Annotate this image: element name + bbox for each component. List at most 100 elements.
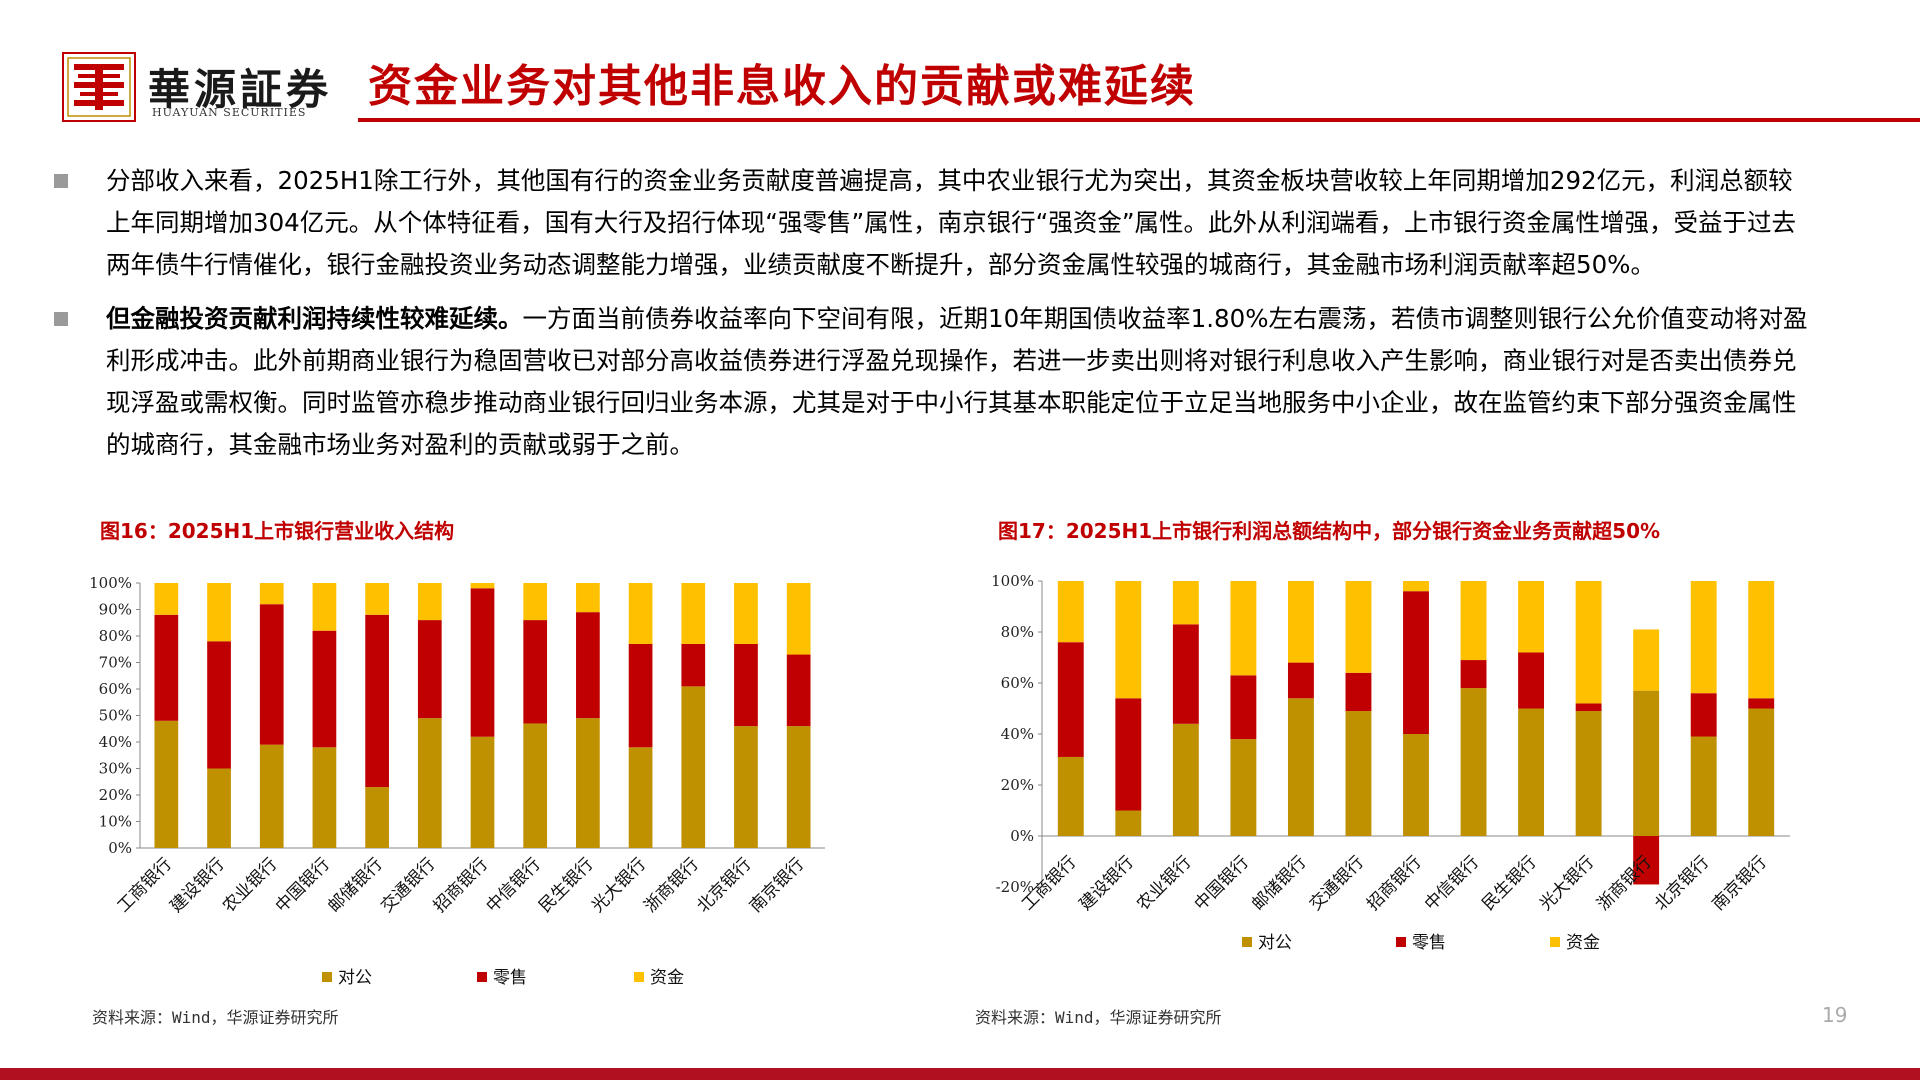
y-tick-label: 10% xyxy=(99,813,132,831)
bar-segment xyxy=(1230,675,1257,740)
x-category-label: 中国银行 xyxy=(272,854,334,916)
y-tick-label: 20% xyxy=(1001,776,1034,794)
y-tick-label: 80% xyxy=(99,627,132,645)
x-category-label: 建设银行 xyxy=(166,854,228,916)
bar-segment xyxy=(681,583,706,644)
bullet-item: 分部收入来看，2025H1除工行外，其他国有行的资金业务贡献度普遍提高，其中农业… xyxy=(50,160,1810,286)
x-category-label: 南京银行 xyxy=(1709,852,1771,914)
bar-segment xyxy=(365,583,389,615)
bar-segment xyxy=(576,718,600,848)
bar-segment xyxy=(681,686,706,848)
bar-segment xyxy=(1633,690,1660,836)
legend-swatch xyxy=(477,972,487,982)
bar-segment xyxy=(576,583,600,613)
x-category-label: 交通银行 xyxy=(1306,852,1368,914)
slide-title: 资金业务对其他非息收入的贡献或难延续 xyxy=(368,61,1196,112)
bar-segment xyxy=(154,720,179,848)
y-tick-label: 50% xyxy=(99,707,132,725)
legend-swatch xyxy=(1550,937,1560,947)
legend-label: 资金 xyxy=(650,968,684,988)
bar-segment xyxy=(1518,652,1545,709)
bar-segment xyxy=(1057,756,1084,836)
y-tick-label: 100% xyxy=(89,574,132,592)
bar-segment xyxy=(365,614,389,788)
y-tick-label: 100% xyxy=(991,572,1034,590)
bar-segment xyxy=(628,583,653,644)
bar-segment xyxy=(1748,581,1775,699)
bar-segment xyxy=(259,604,284,745)
legend-swatch xyxy=(322,972,332,982)
bar-segment xyxy=(1460,581,1487,661)
x-category-label: 光大银行 xyxy=(588,854,650,916)
bullet-text: 一方面当前债券收益率向下空间有限，近期10年期国债收益率1.80%左右震荡，若债… xyxy=(106,304,1808,459)
y-tick-label: 90% xyxy=(99,601,132,619)
bar-segment xyxy=(1172,723,1199,836)
x-category-label: 中国银行 xyxy=(1191,852,1253,914)
figure-16-title: 图16：2025H1上市银行营业收入结构 xyxy=(100,519,455,543)
bar-segment xyxy=(786,654,811,727)
legend-swatch xyxy=(634,972,644,982)
bar-segment xyxy=(576,612,600,719)
x-category-label: 邮储银行 xyxy=(324,854,386,916)
bar-segment xyxy=(365,787,389,848)
header-divider xyxy=(358,118,1920,122)
bar-segment xyxy=(417,718,442,848)
bar-segment xyxy=(628,747,653,848)
bar-segment xyxy=(1230,581,1257,676)
x-category-label: 邮储银行 xyxy=(1248,852,1310,914)
logo-chinese-name: 華源証券 xyxy=(148,65,333,114)
legend-swatch xyxy=(1242,937,1252,947)
bar-segment xyxy=(523,723,548,848)
bar-segment xyxy=(1345,581,1372,673)
bar-segment xyxy=(1345,711,1372,836)
bar-segment xyxy=(1633,836,1660,885)
bar-segment xyxy=(1115,698,1142,811)
bar-segment xyxy=(1575,703,1602,712)
bar-segment xyxy=(1230,739,1257,836)
bar-segment xyxy=(1403,581,1429,592)
bar-segment xyxy=(734,726,758,848)
bar-segment xyxy=(734,583,758,644)
x-category-label: 农业银行 xyxy=(1133,852,1195,914)
bar-segment xyxy=(1748,698,1775,709)
bar-segment xyxy=(312,583,337,631)
bar-segment xyxy=(1287,662,1314,699)
square-bullet-icon xyxy=(54,312,68,326)
bar-segment xyxy=(259,583,284,605)
bar-segment xyxy=(312,630,337,748)
y-tick-label: 60% xyxy=(1001,674,1034,692)
x-category-label: 招商银行 xyxy=(430,854,492,916)
bar-segment xyxy=(1518,708,1545,836)
bar-segment xyxy=(470,588,495,737)
bar-segment xyxy=(1690,693,1717,737)
x-category-label: 农业银行 xyxy=(219,854,281,916)
huayuan-logo-icon xyxy=(62,52,136,122)
bar-segment xyxy=(207,641,231,769)
bullet-text: 分部收入来看，2025H1除工行外，其他国有行的资金业务贡献度普遍提高，其中农业… xyxy=(106,166,1797,279)
x-category-label: 浙商银行 xyxy=(641,854,703,916)
bar-segment xyxy=(681,643,706,687)
bar-segment xyxy=(417,583,442,621)
y-tick-label: 70% xyxy=(99,654,132,672)
y-tick-label: 60% xyxy=(99,680,132,698)
x-category-label: 南京银行 xyxy=(746,854,808,916)
bar-segment xyxy=(1633,629,1660,691)
x-category-label: 中信银行 xyxy=(483,854,545,916)
bar-segment xyxy=(1057,581,1084,643)
bar-segment xyxy=(734,643,758,727)
bar-segment xyxy=(207,768,231,848)
source-note-16: 资料来源：Wind，华源证券研究所 xyxy=(92,1008,339,1027)
bar-segment xyxy=(154,583,179,615)
bar-segment xyxy=(523,620,548,724)
legend-swatch xyxy=(1396,937,1406,947)
bar-segment xyxy=(1748,708,1775,836)
bar-segment xyxy=(1115,810,1142,836)
x-category-label: 民生银行 xyxy=(535,854,597,916)
bar-segment xyxy=(154,614,179,721)
x-category-label: 工商银行 xyxy=(114,854,176,916)
chart-revenue-structure: 0% 10% 20% 30% 40% 50% 60% 70% 80% 90% 100% 工商银行建设银… xyxy=(89,574,825,988)
x-category-label: 中信银行 xyxy=(1421,852,1483,914)
bar-segment xyxy=(1690,736,1717,836)
x-category-label: 北京银行 xyxy=(1651,852,1713,914)
logo-english-name: HUAYUAN SECURITIES xyxy=(152,106,307,119)
